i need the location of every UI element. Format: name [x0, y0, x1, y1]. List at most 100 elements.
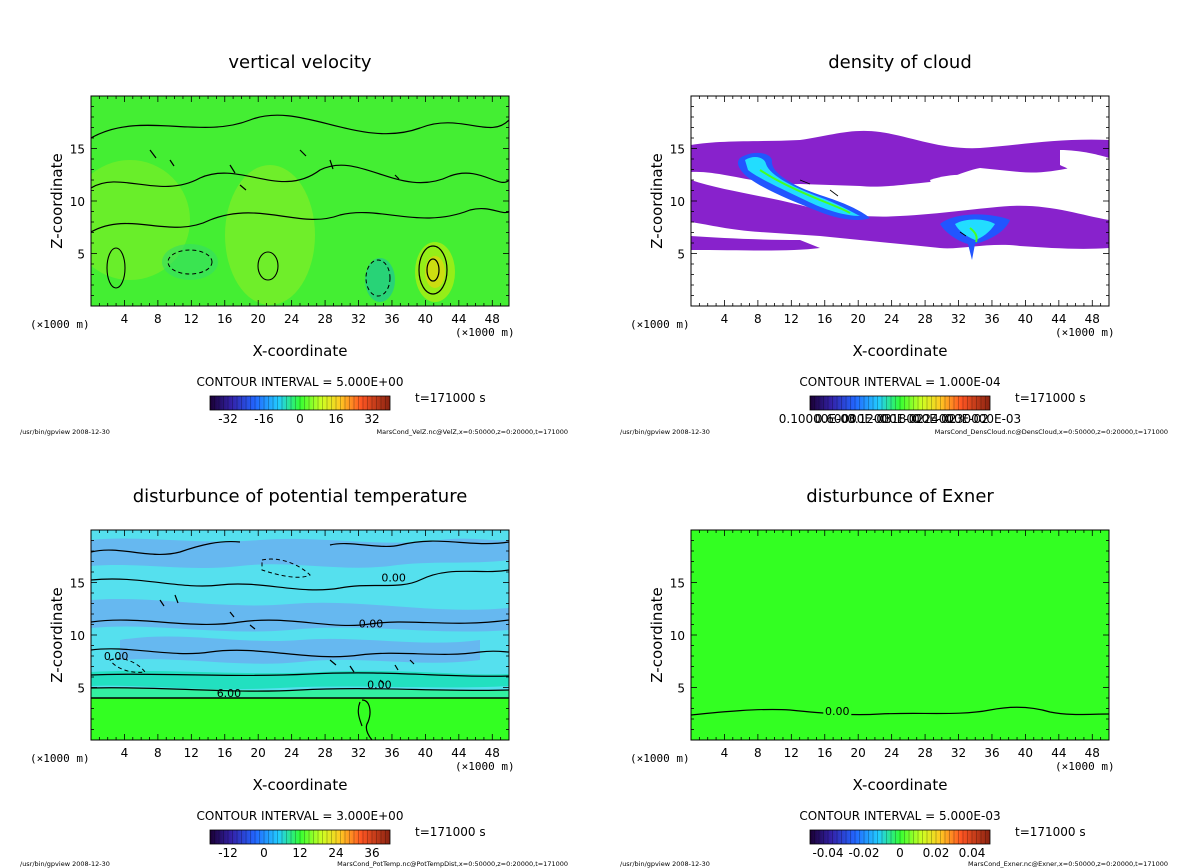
- y-tick-label: 15: [670, 577, 685, 591]
- x-tick-label: 4: [721, 746, 729, 760]
- x-tick-label: 16: [817, 746, 832, 760]
- field-blob: [162, 244, 218, 280]
- x-unit-left-exner: (×1000 m): [630, 752, 690, 765]
- chart-title-pottemp: disturbunce of potential temperature: [133, 486, 468, 507]
- colorbar-tick-label: 0.60000E-03: [815, 412, 892, 426]
- colorbar-tick-label: 32: [364, 412, 379, 426]
- contour-labels-exner: 0.00: [823, 704, 852, 718]
- cloud-core: [759, 169, 851, 214]
- x-unit-left-velz: (×1000 m): [30, 318, 90, 331]
- x-tick-label: 36: [984, 746, 999, 760]
- x-tick-label: 40: [418, 312, 433, 326]
- y-tick-label: 15: [70, 143, 85, 157]
- panel-velz: vertical velocity 4 8 12 16 20 24 28 32 36 40 44 48…: [20, 52, 568, 436]
- cloud-band: [691, 236, 820, 251]
- y-tick-label: 5: [77, 248, 85, 262]
- x-tick-label: 48: [1085, 746, 1100, 760]
- x-tick-label: 8: [754, 746, 762, 760]
- x-tick-label: 40: [418, 746, 433, 760]
- contour-label: 0.00: [367, 679, 392, 692]
- colorbar-ticks-cloud: 0.10000E-030.60000E-030.12000E-020.18000…: [779, 396, 1021, 426]
- x-tick-label: 4: [121, 746, 129, 760]
- footer-right-cloud: MarsCond_DensCloud.nc@DensCloud,x=0:5000…: [935, 428, 1168, 436]
- field-blob: [225, 165, 315, 305]
- contour-line: [91, 114, 509, 139]
- panel-pottemp: disturbunce of potential temperature 0.0…: [20, 486, 568, 868]
- chart-title-cloud: density of cloud: [828, 52, 972, 73]
- x-tick-label: 16: [817, 312, 832, 326]
- x-tick-label: 36: [984, 312, 999, 326]
- field-layer: [91, 698, 509, 740]
- contour-line: [109, 558, 311, 673]
- x-tick-label: 44: [451, 746, 466, 760]
- cloud-core: [969, 227, 978, 243]
- y-axis-label-exner: Z-coordinate: [648, 587, 666, 682]
- x-tick-label: 20: [851, 312, 866, 326]
- colorbar-tick-label: 12: [292, 846, 307, 860]
- contour-label: 0.00: [104, 650, 129, 663]
- x-tick-label: 28: [317, 312, 332, 326]
- contour-line: [91, 569, 509, 591]
- contour-line: [426, 258, 440, 282]
- field-layer: [120, 636, 480, 664]
- plot-area-cloud: [691, 96, 1109, 306]
- x-tick-label: 12: [184, 312, 199, 326]
- colorbar-tick-label: -12: [218, 846, 238, 860]
- colorbar-tick-label: 0: [896, 846, 904, 860]
- colorbar-tick-label: 36: [364, 846, 379, 860]
- x-tick-label: 28: [917, 312, 932, 326]
- x-tick-label: 8: [154, 312, 162, 326]
- colorbar-tick-label: 0.12000E-02: [847, 412, 924, 426]
- chart-title-exner: disturbunce of Exner: [806, 486, 994, 507]
- cloud-gap: [930, 174, 1006, 207]
- x-tick-label: 36: [384, 746, 399, 760]
- contour-fragments: [799, 179, 967, 237]
- colorbar-tick-label: -0.04: [812, 846, 843, 860]
- y-tick-label: 15: [670, 143, 685, 157]
- x-tick-label: 48: [485, 746, 500, 760]
- contour-label: 0.00: [381, 571, 406, 584]
- colorbar-tick-label: 16: [328, 412, 343, 426]
- x-tick-label: 36: [384, 312, 399, 326]
- time-label-pottemp: t=171000 s: [415, 825, 486, 839]
- field-background-exner: [691, 530, 1109, 740]
- footer-right-exner: MarsCond_Exner.nc@Exner,x=0:50000,z=0:20…: [968, 860, 1168, 868]
- colorbar-tick-label: 0: [260, 846, 268, 860]
- contour-labels-pottemp: 0.00 0.00 0.00 0.00 6.00: [104, 571, 406, 700]
- x-tick-label: 40: [1018, 746, 1033, 760]
- colorbar-tick-label: -0.02: [848, 846, 879, 860]
- y-tick-label: 15: [70, 577, 85, 591]
- contour-line: [91, 687, 509, 692]
- x-tick-label: 16: [217, 746, 232, 760]
- colorbar-tick-label: 0.18000E-02: [880, 412, 957, 426]
- colorbar-ticks-velz: -32 -16 0 16 32: [214, 396, 386, 426]
- field-layer: [91, 598, 509, 632]
- colorbar-ticks-pottemp: -12 0 12 24 36: [214, 830, 386, 860]
- colorbar-tick-label: 0: [296, 412, 304, 426]
- x-tick-label: 20: [251, 746, 266, 760]
- field-blob: [425, 256, 445, 288]
- x-unit-right-velz: (×1000 m): [455, 326, 515, 339]
- x-tick-label: 24: [284, 746, 299, 760]
- contour-line: [91, 208, 509, 233]
- contour-line: [257, 251, 279, 281]
- x-tick-label: 28: [317, 746, 332, 760]
- x-tick-label: 12: [184, 746, 199, 760]
- y-tick-label: 5: [77, 682, 85, 696]
- x-tick-label: 4: [121, 312, 129, 326]
- contour-label: 0.00: [825, 705, 850, 718]
- colorbar-tick-label: 0.30000E-03: [944, 412, 1021, 426]
- colorbar-tick-label: -32: [218, 412, 238, 426]
- x-tick-label: 44: [1051, 746, 1066, 760]
- x-tick-label: 48: [485, 312, 500, 326]
- contour-label: 6.00: [217, 687, 242, 700]
- x-tick-label: 48: [1085, 312, 1100, 326]
- x-unit-left-cloud: (×1000 m): [630, 318, 690, 331]
- plot-area-pottemp: [91, 530, 509, 740]
- cloud-core: [745, 157, 860, 216]
- chart-title-velz: vertical velocity: [228, 52, 372, 73]
- plot-area-exner: [691, 530, 1109, 740]
- x-tick-label: 32: [351, 312, 366, 326]
